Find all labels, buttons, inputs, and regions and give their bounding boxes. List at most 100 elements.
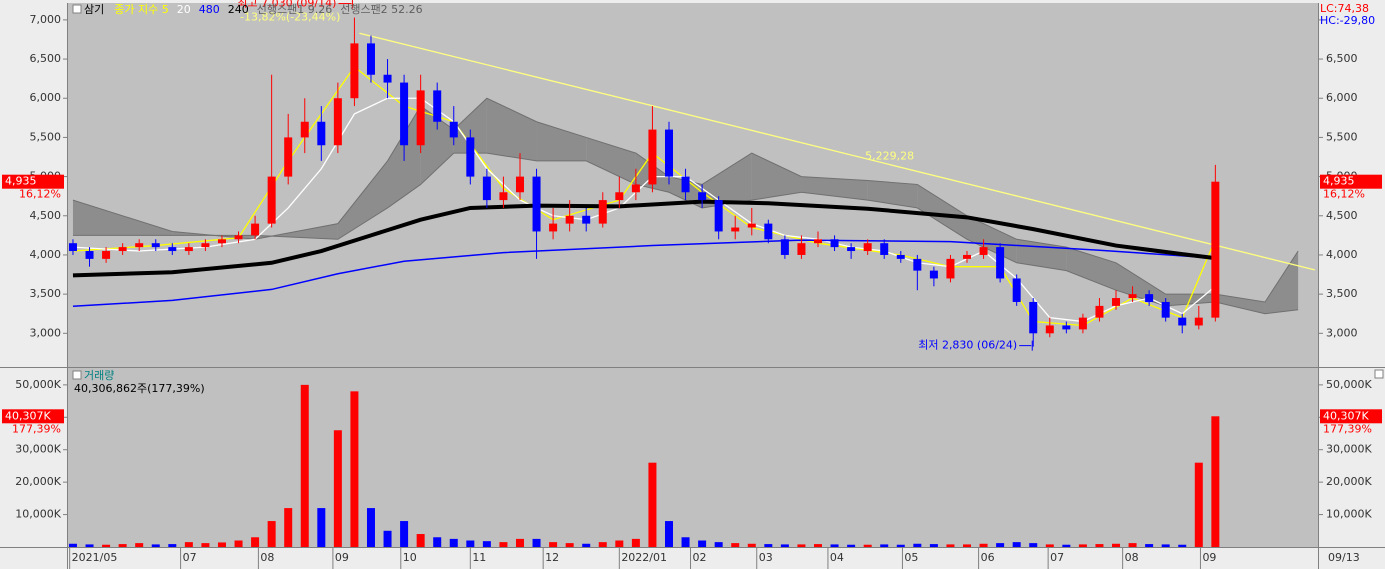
y-tick-label: 20,000K bbox=[15, 475, 61, 488]
y-tick-label: 6,000 bbox=[30, 91, 62, 104]
volume-bar bbox=[350, 391, 359, 547]
candle-body bbox=[1078, 317, 1087, 330]
volume-change-label: 177,39% bbox=[12, 422, 61, 435]
volume-bar bbox=[449, 538, 458, 547]
candle-body bbox=[747, 223, 756, 228]
volume-bar bbox=[946, 544, 955, 547]
y-tick-label: 4,500 bbox=[30, 209, 62, 222]
candle-body bbox=[797, 243, 806, 255]
cloud-band bbox=[453, 98, 487, 154]
chart-title: 삼기 bbox=[84, 3, 104, 16]
last-price-label: 4,935 bbox=[5, 175, 37, 188]
last-volume-label: 40,307K bbox=[1323, 409, 1369, 422]
candle-body bbox=[814, 239, 822, 244]
cloud-band bbox=[72, 200, 173, 236]
volume-bar bbox=[648, 462, 657, 547]
legend-entry: 240 bbox=[228, 3, 249, 16]
volume-bar bbox=[1029, 543, 1038, 547]
volume-bar bbox=[416, 534, 425, 547]
candle-body bbox=[863, 243, 872, 252]
volume-bar bbox=[863, 544, 872, 547]
y-tick-label: 50,000K bbox=[15, 378, 61, 391]
volume-bar bbox=[366, 508, 375, 547]
x-tick-label: 12 bbox=[545, 551, 559, 564]
x-tick-label: 11 bbox=[472, 551, 486, 564]
volume-bar bbox=[582, 543, 591, 547]
volume-bar bbox=[515, 538, 524, 547]
volume-change-label: 177,39% bbox=[1323, 422, 1372, 435]
candle-body bbox=[731, 227, 740, 232]
last-price-box bbox=[2, 174, 64, 189]
volume-bar bbox=[168, 544, 177, 547]
last-volume-label: 40,307K bbox=[5, 409, 51, 422]
candle-body bbox=[830, 239, 839, 248]
candle-body bbox=[1045, 325, 1054, 334]
volume-bar bbox=[847, 544, 856, 547]
candle-body bbox=[267, 176, 276, 224]
candle-body bbox=[615, 192, 624, 201]
volume-bar bbox=[929, 544, 938, 547]
candle-body bbox=[929, 270, 938, 279]
candle-body bbox=[85, 251, 94, 259]
volume-bar bbox=[1161, 544, 1170, 547]
cloud-band bbox=[967, 215, 1017, 263]
volume-bar bbox=[714, 542, 723, 547]
candle-body bbox=[168, 247, 177, 252]
trendline bbox=[359, 32, 1315, 271]
candle-body bbox=[1128, 294, 1137, 299]
volume-bar bbox=[880, 544, 889, 547]
volume-bar bbox=[1062, 544, 1071, 547]
panel-button[interactable] bbox=[1374, 369, 1384, 379]
candle-body bbox=[549, 223, 558, 232]
volume-bar bbox=[234, 540, 243, 547]
change-label: 16,12% bbox=[1323, 188, 1365, 201]
candle-body bbox=[979, 247, 988, 255]
candle-body bbox=[416, 90, 425, 146]
volume-bar bbox=[598, 542, 607, 547]
candle-body bbox=[234, 235, 243, 240]
candle-body bbox=[963, 254, 972, 259]
x-tick-label: 10 bbox=[403, 551, 417, 564]
x-tick-label: 05 bbox=[904, 551, 918, 564]
cloud-band bbox=[1265, 251, 1299, 314]
volume-bar bbox=[1178, 544, 1187, 547]
volume-bar bbox=[780, 544, 789, 547]
y-tick-label: 3,500 bbox=[1326, 287, 1358, 300]
volume-bar bbox=[135, 543, 144, 547]
candle-body bbox=[565, 215, 574, 224]
panel-button[interactable] bbox=[72, 370, 82, 380]
volume-bar bbox=[996, 543, 1005, 547]
candle-body bbox=[1161, 301, 1170, 318]
x-tick-label: 07 bbox=[183, 551, 197, 564]
candle-body bbox=[383, 74, 392, 83]
panel-button[interactable] bbox=[72, 4, 82, 14]
x-tick-label: 08 bbox=[1125, 551, 1139, 564]
candle-body bbox=[532, 176, 541, 232]
candle-body bbox=[284, 137, 293, 177]
x-tick-label: 2022/01 bbox=[621, 551, 667, 564]
y-tick-label: 4,000 bbox=[1326, 248, 1358, 261]
volume-bar bbox=[1045, 544, 1054, 547]
cloud-band bbox=[486, 98, 537, 161]
volume-bar bbox=[284, 508, 293, 547]
candle-body bbox=[400, 82, 409, 146]
candle-body bbox=[184, 247, 193, 252]
candle-body bbox=[350, 43, 359, 99]
volume-bar bbox=[747, 543, 756, 547]
y-tick-label: 4,500 bbox=[1326, 209, 1358, 222]
y-tick-label: 5,500 bbox=[1326, 130, 1358, 143]
legend-entry: 480 bbox=[199, 3, 220, 16]
candle-body bbox=[780, 239, 789, 255]
candle-body bbox=[118, 247, 127, 252]
volume-bar bbox=[896, 544, 905, 547]
y-tick-label: 10,000K bbox=[1326, 508, 1372, 521]
candle-body bbox=[449, 121, 458, 138]
candle-body bbox=[896, 254, 905, 259]
y-tick-label: 4,000 bbox=[30, 248, 62, 261]
x-tick-label: 03 bbox=[759, 551, 773, 564]
candle-body bbox=[598, 200, 607, 224]
volume-bar bbox=[814, 544, 822, 547]
y-tick-label: 30,000K bbox=[1326, 443, 1372, 456]
change-label: 16,12% bbox=[19, 188, 61, 201]
x-tick-label: 02 bbox=[693, 551, 707, 564]
